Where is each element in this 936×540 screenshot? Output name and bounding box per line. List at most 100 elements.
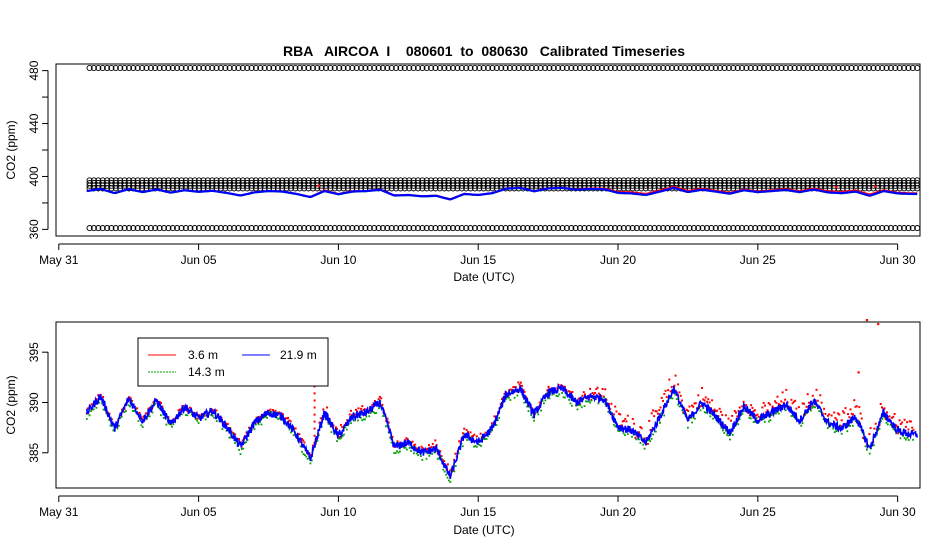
reference-level-point [314,180,321,187]
reference-level-point [673,180,680,187]
reference-level-point [235,225,242,232]
reference-level-point [283,64,290,72]
series-point-3-6m [652,409,654,412]
reference-level-point [804,180,811,187]
series-point-3-6m [626,414,629,417]
series-point-3-6m [129,397,132,400]
reference-level-point [467,64,474,72]
series-point-14-3m [375,412,378,414]
bottom-x-tick-label: May 31 [39,505,79,519]
reference-level-point [883,225,890,232]
reference-level-point [266,180,273,187]
reference-level-point [379,64,387,72]
reference-level-point [493,225,500,232]
series-point-14-3m [737,423,740,426]
series-point-14-3m [369,412,372,414]
reference-level-point [559,177,566,184]
series-point-14-3m [670,397,672,400]
reference-level-point [651,225,658,232]
reference-level-point [169,225,176,232]
series-point-3-6m [136,407,139,410]
bottom-x-axis-label: Date (UTC) [453,523,514,537]
reference-level-point [563,225,570,232]
reference-level-point [581,177,588,184]
reference-level-point [537,177,544,184]
series-point-3-6m [766,409,769,412]
series-point-14-3m [425,457,428,460]
reference-level-point [830,177,838,184]
reference-level-point [283,225,290,232]
series-point-14-3m [663,414,666,417]
series-point-14-3m [347,424,350,426]
series-point-3-6m [465,428,468,431]
series-point-14-3m [266,417,268,419]
series-point-3-6m [338,435,341,438]
series-point-14-3m [709,415,712,418]
series-point-3-6m [87,407,89,410]
series-point-3-6m [755,414,758,417]
bottom-x-tick-label: Jun 20 [600,505,636,519]
reference-level-point [690,177,697,184]
series-point-14-3m [884,416,886,419]
series-point-14-3m [635,438,638,441]
reference-level-point [195,180,203,187]
bottom-panel: May 31 Jun 05 Jun 10 Jun 15 Jun 20 Jun 25 Jun … [4,319,921,537]
reference-level-point [165,64,172,72]
series-point-3-6m [334,426,337,429]
reference-level-point [362,180,369,187]
reference-level-point [576,64,584,72]
reference-level-point [309,180,316,187]
reference-level-point [778,177,785,184]
top-series-line-21-9m [86,186,918,201]
series-point-3-6m [776,395,779,398]
reference-level-point [165,177,172,184]
series-point-3-6m [899,423,902,425]
series-point-3-6m [197,413,200,416]
series-point-14-3m [784,409,787,412]
reference-level-point [795,64,803,72]
reference-level-point [283,180,290,187]
reference-level-point [743,180,750,187]
series-point-14-3m [671,397,674,400]
series-point-14-3m [810,409,812,412]
series-point-14-3m [819,410,822,413]
reference-level-point [318,225,325,232]
series-point-14-3m [729,438,731,441]
reference-level-point [471,64,478,72]
reference-level-point [428,177,435,184]
series-point-3-6m [667,389,670,392]
series-point-3-6m [678,391,681,394]
reference-level-point [493,177,500,184]
series-point-3-6m [806,393,809,396]
series-point-14-3m [818,410,821,412]
reference-level-point [835,177,842,184]
reference-level-point [305,177,312,184]
reference-level-point [331,177,338,184]
series-point-3-6m [387,421,390,424]
reference-level-point [449,225,457,232]
reference-level-point [160,180,168,187]
series-point-14-3m [612,423,615,426]
series-point-14-3m [92,408,95,411]
series-point-3-6m [473,433,476,436]
reference-level-point [414,177,422,184]
series-point-14-3m [583,405,586,407]
reference-level-point [721,180,728,187]
series-point-3-6m [761,406,764,409]
reference-level-point [436,180,443,187]
series-point-14-3m [590,399,593,402]
series-point-14-3m [763,420,766,423]
reference-level-point [734,177,741,184]
reference-level-point [322,225,330,232]
series-point-3-6m [903,418,906,421]
reference-level-point [406,64,413,72]
reference-level-point [375,225,382,232]
series-point-3-6m [582,391,585,394]
series-point-14-3m [866,448,868,451]
series-point-14-3m [485,438,488,440]
series-point-14-3m [720,426,723,429]
series-point-14-3m [148,415,151,418]
reference-level-point [340,180,347,187]
reference-level-point [633,225,640,232]
reference-level-point [222,64,229,72]
